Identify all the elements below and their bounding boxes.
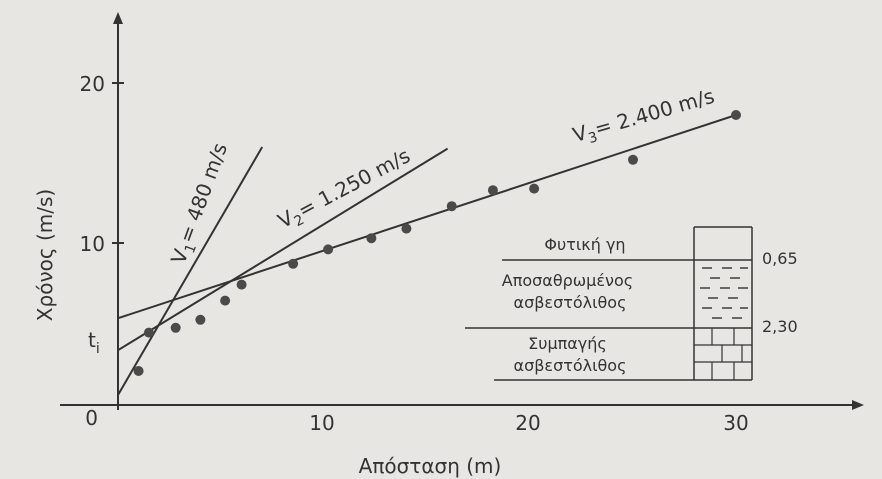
- data-point: [170, 322, 181, 333]
- fit-line-v3: [117, 114, 737, 320]
- fit-line-label-v2: V2= 1.250 m/s: [274, 143, 416, 236]
- layer-compact-limestone: Συμπαγής ασβεστόλιθος: [514, 334, 627, 375]
- layer-weathered-word-2: ασβεστόλιθος: [514, 293, 627, 312]
- y-tick-label-10: 10: [80, 232, 105, 256]
- fit-line-label-value: = 2.400 m/s: [592, 84, 717, 141]
- plot-area: Χρόνος (m/s) Απόσταση (m) 10 20 30 0 10 …: [33, 12, 864, 478]
- x-axis-arrow: [852, 400, 864, 410]
- data-point: [731, 110, 741, 120]
- weathered-pattern: [700, 267, 748, 319]
- ti-label-main: t: [88, 328, 96, 352]
- data-point: [323, 244, 334, 255]
- y-tick-label-0: 0: [85, 406, 98, 430]
- layer-compact-word-1: Συμπαγής: [528, 334, 607, 353]
- compact-pattern: [694, 328, 752, 380]
- ti-label-subscript: i: [96, 341, 100, 357]
- data-point: [446, 201, 457, 212]
- data-point: [628, 154, 638, 165]
- x-tick-label-30: 30: [723, 411, 748, 435]
- data-point: [133, 366, 144, 376]
- data-point: [288, 258, 299, 269]
- fit-line-label-value: = 480 m/s: [174, 140, 232, 246]
- depth-label-0-65: 0,65: [762, 249, 798, 268]
- fit-line-label-symbol: V: [570, 120, 590, 147]
- fit-line-v2: [117, 147, 449, 352]
- data-point: [220, 295, 231, 306]
- data-point: [366, 233, 377, 244]
- x-tick-label-20: 20: [515, 411, 540, 435]
- data-point: [236, 279, 247, 290]
- fit-line-v1: [117, 146, 264, 396]
- y-tick-label-20: 20: [80, 72, 105, 96]
- data-point: [401, 223, 412, 234]
- data-point: [487, 185, 498, 196]
- fit-line-label-v1: V1= 480 m/s: [166, 140, 236, 269]
- layer-plant-soil: Φυτική γη: [544, 235, 625, 254]
- depth-label-2-30: 2,30: [762, 317, 798, 336]
- x-axis-label: Απόσταση (m): [359, 454, 502, 478]
- fit-lines: [117, 114, 737, 396]
- y-axis-arrow: [113, 12, 123, 24]
- data-points: [133, 110, 741, 376]
- layer-compact-word-2: ασβεστόλιθος: [514, 356, 627, 375]
- fit-line-label-v3: V3= 2.400 m/s: [570, 84, 718, 151]
- fit-line-labels: V1= 480 m/s V2= 1.250 m/s V3= 2.400 m/s: [166, 84, 718, 269]
- fit-line-label-value: = 1.250 m/s: [294, 143, 414, 222]
- y-axis-label: Χρόνος (m/s): [33, 189, 57, 321]
- data-point: [529, 183, 540, 194]
- ti-label: ti: [88, 328, 100, 357]
- data-point: [195, 314, 206, 325]
- x-tick-label-10: 10: [309, 411, 334, 435]
- fit-line-label-subscript: 3: [587, 129, 600, 147]
- data-point: [143, 327, 154, 338]
- layer-weathered-limestone: Αποσαθρωμένος ασβεστόλιθος: [502, 271, 638, 312]
- soil-column: Φυτική γη Αποσαθρωμένος ασβεστόλιθος Συμ…: [465, 226, 798, 381]
- layer-weathered-word-1: Αποσαθρωμένος: [502, 271, 633, 290]
